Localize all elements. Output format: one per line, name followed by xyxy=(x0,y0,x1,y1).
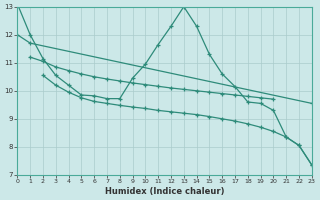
X-axis label: Humidex (Indice chaleur): Humidex (Indice chaleur) xyxy=(105,187,224,196)
